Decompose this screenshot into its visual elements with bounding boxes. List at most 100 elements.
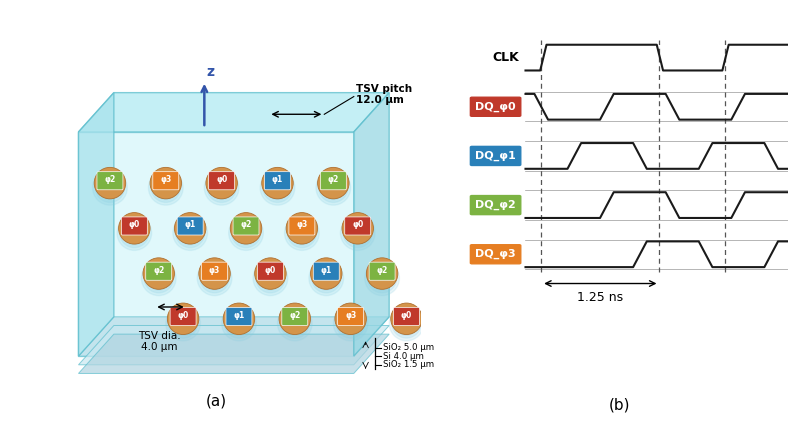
Circle shape [206,167,238,199]
Circle shape [269,179,286,197]
Polygon shape [78,334,389,374]
Circle shape [290,221,314,245]
Circle shape [120,218,149,248]
Circle shape [341,216,375,250]
Circle shape [336,309,365,338]
Circle shape [122,221,146,245]
FancyBboxPatch shape [122,217,147,235]
Circle shape [390,303,422,334]
Circle shape [256,264,285,293]
Text: φ2: φ2 [289,311,301,320]
Polygon shape [78,326,389,365]
Text: (b): (b) [610,397,630,412]
Circle shape [398,315,415,332]
FancyBboxPatch shape [282,307,308,326]
Circle shape [174,315,192,332]
Circle shape [210,176,234,200]
Circle shape [118,212,150,244]
Circle shape [318,173,348,202]
Circle shape [204,170,239,205]
Text: φ3: φ3 [296,220,307,229]
Circle shape [151,173,180,202]
Circle shape [171,312,195,335]
Circle shape [213,179,230,197]
Text: SiO₂ 5.0 μm: SiO₂ 5.0 μm [383,343,434,352]
FancyBboxPatch shape [258,262,283,280]
FancyBboxPatch shape [320,172,346,190]
Circle shape [198,261,232,295]
Text: φ1: φ1 [272,175,283,184]
Text: φ1: φ1 [234,311,245,320]
Text: φ3: φ3 [209,266,220,274]
Text: φ3: φ3 [345,311,356,320]
Circle shape [166,306,201,341]
Text: DQ_φ0: DQ_φ0 [475,102,516,112]
Polygon shape [78,132,354,356]
Circle shape [229,216,263,250]
FancyBboxPatch shape [470,146,521,166]
Circle shape [309,261,343,295]
Text: φ1: φ1 [321,266,332,274]
FancyBboxPatch shape [97,172,123,190]
Circle shape [199,258,230,289]
Circle shape [150,270,167,287]
Circle shape [334,306,368,341]
Circle shape [149,170,183,205]
Circle shape [143,258,174,289]
Polygon shape [354,93,389,356]
Circle shape [279,303,310,334]
Text: (a): (a) [206,394,226,409]
Circle shape [365,261,399,295]
Circle shape [339,312,362,335]
Circle shape [200,264,229,293]
Circle shape [95,173,125,202]
Text: φ2: φ2 [104,175,115,184]
Circle shape [238,225,254,242]
Circle shape [227,312,250,335]
Text: φ2: φ2 [328,175,339,184]
Circle shape [263,173,292,202]
Circle shape [286,212,318,244]
Text: TSV pitch
12.0 μm: TSV pitch 12.0 μm [356,84,412,105]
Circle shape [258,267,282,290]
Text: φ0: φ0 [178,311,189,320]
Circle shape [394,312,418,335]
FancyBboxPatch shape [146,262,172,280]
FancyBboxPatch shape [202,262,227,280]
Circle shape [150,167,182,199]
Circle shape [224,309,254,338]
Circle shape [287,218,317,248]
Circle shape [167,303,199,334]
Circle shape [173,216,207,250]
FancyBboxPatch shape [209,172,234,190]
Circle shape [142,261,176,295]
Polygon shape [78,93,114,356]
Circle shape [117,216,152,250]
Text: φ2: φ2 [377,266,388,274]
Circle shape [253,261,288,295]
Circle shape [314,267,338,290]
Circle shape [283,312,306,335]
Circle shape [154,176,178,200]
Circle shape [206,270,223,287]
Text: φ1: φ1 [185,220,196,229]
Circle shape [182,225,199,242]
Circle shape [294,225,310,242]
Circle shape [230,315,247,332]
Text: 1.25 ns: 1.25 ns [577,291,623,304]
FancyBboxPatch shape [345,217,370,235]
Circle shape [325,179,342,197]
Circle shape [94,167,126,199]
Text: φ2: φ2 [153,266,164,274]
Circle shape [207,173,236,202]
FancyBboxPatch shape [265,172,290,190]
FancyBboxPatch shape [470,245,521,264]
FancyBboxPatch shape [314,262,339,280]
Circle shape [126,225,143,242]
Circle shape [285,216,319,250]
Text: φ0: φ0 [401,311,412,320]
Text: Si 4.0 μm: Si 4.0 μm [383,352,424,361]
Circle shape [202,267,226,290]
FancyBboxPatch shape [153,172,178,190]
Text: φ2: φ2 [240,220,252,229]
